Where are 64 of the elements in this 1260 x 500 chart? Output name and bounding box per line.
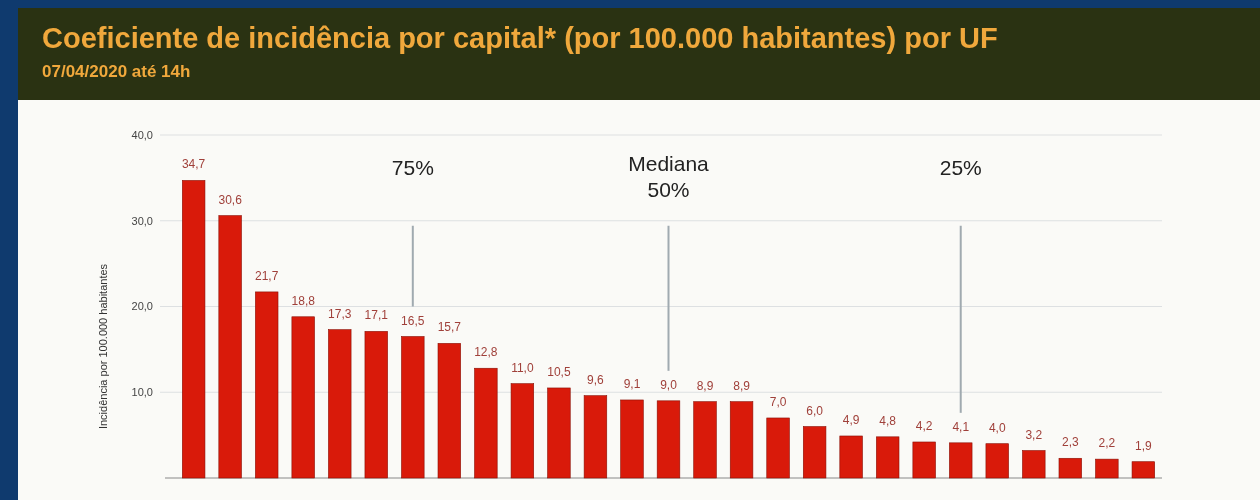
data-label: 4,8: [879, 413, 897, 428]
bar: [985, 443, 1009, 479]
bar: [1095, 458, 1119, 479]
data-label: 2,2: [1098, 436, 1116, 451]
bar: [912, 441, 936, 479]
data-label: 3,2: [1025, 427, 1043, 442]
data-label: 15,7: [437, 320, 462, 335]
data-label: 17,3: [328, 306, 352, 321]
bar: [839, 435, 863, 479]
bar: [218, 215, 242, 479]
y-tick-label: 30,0: [131, 214, 153, 227]
data-label: 11,0: [511, 360, 534, 375]
bar: [620, 399, 644, 479]
bar: [364, 331, 388, 479]
data-label: 4,1: [952, 419, 970, 434]
bar: [1022, 450, 1046, 479]
data-label: 34,7: [181, 157, 206, 172]
bar: [656, 400, 681, 479]
data-label: 8,9: [696, 378, 714, 393]
bar: [291, 316, 315, 479]
bar: [729, 401, 754, 479]
annotation: Mediana 50%: [628, 152, 710, 201]
data-label: 12,8: [474, 345, 498, 360]
chart-title: Coeficiente de incidência por capital* (por 100.000 habitantes) por UF: [42, 22, 998, 54]
bar: [1058, 457, 1082, 479]
bar: [802, 426, 827, 479]
y-axis-title: Incidência por 100.000 habitantes: [97, 263, 109, 430]
data-label: 16,5: [401, 313, 425, 328]
data-label: 9,1: [623, 376, 641, 391]
data-label: 17,1: [364, 308, 389, 323]
data-label: 21,7: [255, 268, 279, 283]
bar: [255, 291, 279, 479]
data-label: 4,0: [988, 420, 1006, 435]
data-label: 7,0: [769, 394, 787, 409]
data-label: 30,6: [218, 192, 243, 207]
bar: [1131, 461, 1155, 479]
data-label: 4,9: [842, 412, 860, 427]
chart-subtitle: 07/04/2020 até 14h: [42, 62, 191, 81]
bar: [766, 417, 790, 479]
bar: [437, 343, 461, 479]
bar: [401, 336, 425, 479]
bar: [583, 395, 608, 479]
data-label: 2,3: [1061, 435, 1079, 450]
data-label: 8,9: [733, 378, 751, 393]
data-label: 9,6: [587, 372, 605, 387]
data-label: 18,8: [291, 293, 316, 308]
data-label: 6,0: [806, 403, 824, 418]
data-label: 1,9: [1135, 438, 1153, 453]
bar: [949, 442, 973, 479]
y-tick-label: 40,0: [131, 128, 153, 141]
y-tick-label: 20,0: [131, 300, 153, 313]
bar: [474, 367, 498, 479]
bar: [876, 436, 900, 479]
y-tick-label: 10,0: [131, 386, 153, 399]
annotation: 75%: [391, 156, 434, 179]
annotation: 25%: [939, 156, 982, 179]
bar: [182, 180, 206, 479]
bar: [693, 401, 717, 479]
bar: [510, 383, 535, 479]
bar: [328, 329, 352, 479]
bar: [547, 387, 571, 479]
data-label: 10,5: [547, 364, 571, 379]
data-label: 4,2: [915, 418, 933, 433]
data-label: 9,0: [660, 377, 678, 392]
